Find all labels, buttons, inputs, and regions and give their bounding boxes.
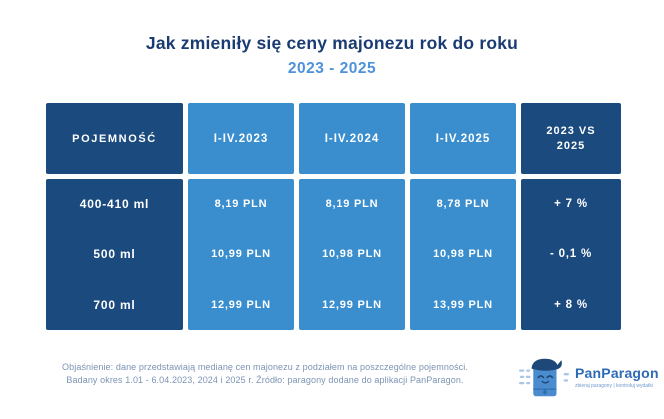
table-cell-2023-row1: 8,19 PLN	[214, 198, 268, 211]
page-title: Jak zmieniły się ceny majonezu rok do ro…	[145, 33, 519, 53]
table-cell-2024-row3: 12,99 PLN	[322, 298, 382, 311]
price-table: POJEMNOŚĆ I-IV.2023 I-IV.2024 I-IV.2025 …	[46, 103, 621, 330]
column-2025-values: 8,78 PLN 10,98 PLN 13,99 PLN	[410, 179, 516, 330]
column-pojemnosc-values: 400-410 ml 500 ml 700 ml	[46, 179, 183, 330]
column-header-2025: I-IV.2025	[410, 103, 516, 174]
footnote: Objaśnienie: dane przedstawiają medianę …	[15, 361, 515, 387]
table-cell-2024-row2: 10,98 PLN	[322, 248, 382, 261]
column-header-2023-vs-2025: 2023 VS 2025	[521, 103, 621, 174]
table-cell-2025-row1: 8,78 PLN	[436, 198, 490, 211]
table-cell-size-row1: 400-410 ml	[79, 197, 150, 212]
column-header-2023: I-IV.2023	[188, 103, 294, 174]
column-2024-values: 8,19 PLN 10,98 PLN 12,99 PLN	[299, 179, 405, 330]
column-header-label: I-IV.2023	[213, 132, 269, 145]
panparagon-mascot-icon	[519, 358, 569, 396]
table-cell-change-row1: + 7 %	[554, 198, 588, 211]
column-2023-values: 8,19 PLN 10,99 PLN 12,99 PLN	[188, 179, 294, 330]
table-cell-2024-row1: 8,19 PLN	[325, 198, 379, 211]
column-header-pojemnosc: POJEMNOŚĆ	[46, 103, 183, 174]
table-cell-size-row2: 500 ml	[93, 247, 136, 262]
table-cell-2025-row2: 10,98 PLN	[433, 248, 493, 261]
table-cell-2025-row3: 13,99 PLN	[433, 298, 493, 311]
table-cell-size-row3: 700 ml	[93, 297, 136, 312]
column-change-values: + 7 % - 0,1 % + 8 %	[521, 179, 621, 330]
footnote-line2: Badany okres 1.01 - 6.04.2023, 2024 i 20…	[66, 375, 464, 385]
table-cell-2023-row3: 12,99 PLN	[211, 298, 271, 311]
panparagon-logo: PanParagon zbieraj paragony | kontroluj …	[519, 352, 659, 402]
logo-tagline: zbieraj paragony | kontroluj wydatki	[575, 383, 654, 389]
logo-text: PanParagon zbieraj paragony | kontroluj …	[575, 365, 659, 389]
table-cell-change-row3: + 8 %	[554, 298, 588, 311]
column-header-label: I-IV.2024	[324, 132, 380, 145]
footnote-line1: Objaśnienie: dane przedstawiają medianę …	[62, 362, 468, 372]
column-header-2024: I-IV.2024	[299, 103, 405, 174]
table-cell-change-row2: - 0,1 %	[549, 248, 593, 261]
page-subtitle: 2023 - 2025	[287, 60, 377, 77]
column-header-label: I-IV.2025	[435, 132, 491, 145]
logo-name: PanParagon	[575, 365, 659, 381]
column-header-label: 2023 VS 2025	[546, 124, 596, 152]
table-cell-2023-row2: 10,99 PLN	[211, 248, 271, 261]
column-header-label: POJEMNOŚĆ	[72, 132, 157, 145]
